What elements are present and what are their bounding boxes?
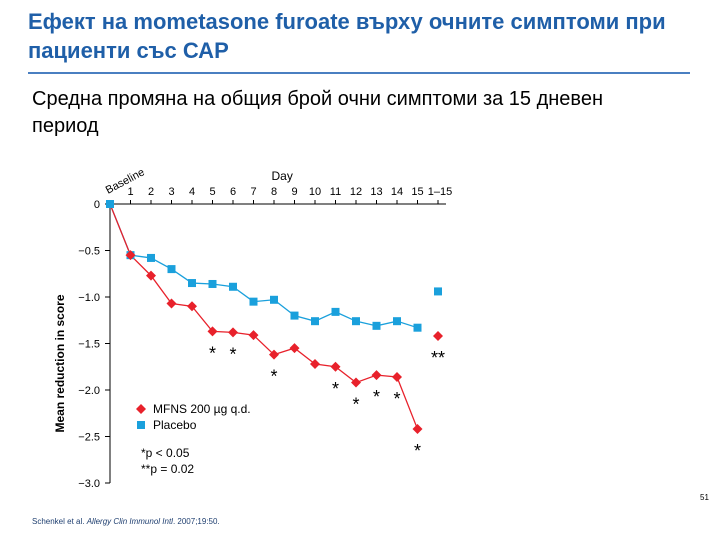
significance-mark: *: [352, 395, 359, 415]
data-point-mfns: [207, 326, 218, 337]
data-point-mfns: [269, 349, 279, 360]
y-tick-label: −0.5: [78, 246, 100, 258]
data-point-mfns: [392, 371, 402, 382]
x-tick-label: 4: [189, 186, 195, 198]
significance-mark: *: [270, 367, 277, 387]
series-line-placebo: [109, 203, 418, 329]
citation-details: . 2007;19:50.: [172, 517, 220, 526]
legend-label-mfns: MFNS 200 µg q.d.: [153, 402, 251, 416]
chart-legend: MFNS 200 µg q.d. Placebo *p < 0.05 **p = 0.…: [141, 402, 251, 476]
data-point-placebo: [311, 317, 319, 326]
x-tick-label: 7: [250, 186, 256, 198]
series-line-mfns: [109, 203, 419, 430]
x-tick-label-baseline: Baseline: [104, 166, 147, 196]
data-point-placebo: [147, 253, 155, 262]
series-lines: [109, 203, 419, 430]
slide-subtitle: Средна промяна на общия брой очни симпто…: [32, 88, 603, 137]
data-point-placebo: [372, 321, 381, 330]
x-tick-label: 8: [271, 186, 277, 198]
legend-marker-mfns: [136, 404, 146, 414]
x-tick-label: 14: [391, 186, 403, 198]
overall-point-placebo: [434, 287, 442, 296]
citation: Schenkel et al. Allergy Clin Immunol Int…: [32, 517, 220, 526]
y-tick-label: 0: [94, 199, 100, 211]
data-point-mfns: [412, 424, 423, 435]
legend-note: *p < 0.05: [141, 446, 190, 460]
overall-point-mfns: [433, 331, 443, 342]
x-tick-label: 1–15: [428, 186, 452, 198]
data-point-placebo: [188, 279, 196, 288]
data-point-mfns: [351, 377, 361, 388]
significance-mark: **: [431, 348, 445, 368]
page-number: 51: [700, 493, 709, 502]
significance-mark: *: [373, 387, 380, 407]
data-point-mfns: [125, 250, 136, 261]
data-point-placebo: [270, 295, 278, 304]
data-point-mfns: [166, 298, 177, 309]
data-point-placebo: [208, 279, 217, 288]
data-point-mfns: [330, 361, 341, 372]
data-point-mfns: [146, 270, 156, 281]
citation-authors: Schenkel et al.: [32, 517, 87, 526]
x-tick-label: 15: [411, 186, 423, 198]
x-tick-label: 6: [230, 186, 236, 198]
y-tick-label: −2.0: [78, 385, 100, 397]
x-tick-label: 9: [291, 186, 297, 198]
data-point-placebo: [229, 282, 237, 291]
x-tick-label: 10: [309, 186, 321, 198]
data-point-placebo: [249, 297, 258, 306]
y-axis-title: Mean reduction in score: [53, 294, 67, 432]
legend-label-placebo: Placebo: [153, 418, 197, 432]
data-point-mfns: [289, 343, 300, 354]
data-point-mfns: [310, 358, 320, 369]
data-point-placebo: [393, 317, 401, 326]
data-point-placebo: [352, 317, 360, 326]
series-markers: [106, 200, 443, 435]
data-point-placebo: [290, 311, 299, 320]
x-tick-label: 3: [168, 186, 174, 198]
citation-journal: Allergy Clin Immunol Intl: [86, 517, 173, 526]
y-tick-label: −2.5: [78, 432, 100, 444]
data-point-mfns: [371, 370, 382, 381]
data-point-placebo: [413, 323, 422, 332]
data-point-mfns: [228, 327, 238, 338]
x-tick-label: 2: [148, 186, 154, 198]
significance-mark: *: [229, 344, 236, 364]
x-tick-label: 1: [127, 186, 133, 198]
significance-mark: *: [393, 389, 400, 409]
data-point-mfns: [187, 301, 197, 312]
title-divider: [28, 72, 690, 74]
significance-mark: *: [332, 379, 339, 399]
data-point-baseline: [106, 200, 114, 208]
x-axis-title: Day: [272, 169, 293, 183]
data-point-placebo: [331, 307, 340, 316]
significance-mark: *: [209, 343, 216, 363]
data-point-placebo: [167, 265, 176, 274]
slide-title: Ефект на mometasone furoate върху очните…: [28, 9, 666, 63]
x-tick-label: 5: [209, 186, 215, 198]
y-tick-label: −3.0: [78, 478, 100, 490]
significance-mark: *: [414, 441, 421, 461]
y-tick-label: −1.0: [78, 292, 100, 304]
y-tick-label: −1.5: [78, 339, 100, 351]
x-tick-label: 13: [370, 186, 382, 198]
significance-marks: * **** * ****: [209, 343, 445, 461]
legend-note: **p = 0.02: [141, 462, 194, 476]
legend-marker-placebo: [137, 421, 145, 429]
x-tick-label: 11: [330, 186, 341, 198]
x-tick-label: 12: [350, 186, 362, 198]
data-point-mfns: [248, 330, 259, 341]
